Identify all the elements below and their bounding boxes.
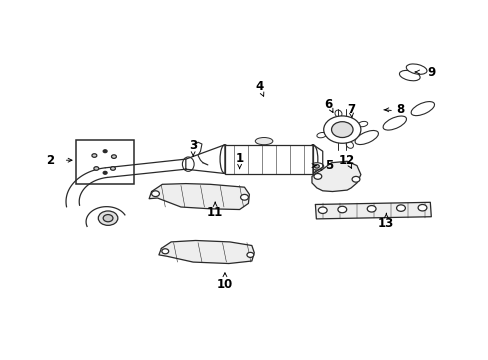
Circle shape [92, 154, 97, 157]
Ellipse shape [316, 132, 325, 138]
Ellipse shape [399, 71, 419, 81]
Circle shape [94, 167, 99, 170]
Text: 2: 2 [45, 154, 54, 167]
Polygon shape [149, 184, 249, 210]
Circle shape [314, 165, 319, 168]
Ellipse shape [406, 64, 426, 74]
Text: 13: 13 [377, 217, 394, 230]
Circle shape [151, 191, 159, 197]
Text: 1: 1 [235, 152, 243, 165]
Circle shape [103, 150, 107, 153]
Circle shape [331, 122, 352, 138]
Circle shape [318, 207, 326, 213]
Ellipse shape [354, 130, 378, 145]
Circle shape [337, 206, 346, 213]
Circle shape [351, 176, 359, 182]
Circle shape [111, 155, 116, 158]
Text: 10: 10 [216, 278, 233, 291]
Text: 5: 5 [325, 159, 333, 172]
Bar [76, 140, 134, 184]
Ellipse shape [95, 156, 113, 168]
Ellipse shape [334, 110, 341, 117]
Circle shape [103, 215, 113, 222]
Text: 7: 7 [346, 103, 354, 116]
Circle shape [323, 116, 360, 143]
Text: 3: 3 [189, 139, 197, 152]
Circle shape [366, 206, 375, 212]
Circle shape [103, 171, 107, 174]
Text: 11: 11 [206, 206, 223, 219]
Polygon shape [315, 202, 430, 219]
Text: 9: 9 [427, 66, 435, 78]
Circle shape [313, 174, 321, 179]
Circle shape [110, 167, 115, 170]
Circle shape [396, 205, 405, 211]
Polygon shape [311, 161, 360, 192]
Polygon shape [159, 240, 254, 264]
Circle shape [240, 194, 248, 200]
Ellipse shape [90, 152, 120, 172]
Ellipse shape [358, 121, 367, 127]
Text: 8: 8 [395, 103, 404, 116]
Text: 4: 4 [255, 80, 263, 93]
Circle shape [246, 252, 253, 257]
Ellipse shape [346, 141, 353, 148]
Circle shape [98, 211, 118, 225]
Text: 6: 6 [324, 98, 332, 111]
Ellipse shape [307, 145, 317, 174]
Ellipse shape [182, 157, 194, 171]
Ellipse shape [309, 163, 323, 170]
Ellipse shape [382, 116, 406, 130]
Text: 12: 12 [338, 154, 355, 167]
Bar [224, 145, 312, 174]
Circle shape [162, 249, 168, 254]
Ellipse shape [255, 138, 272, 145]
Ellipse shape [410, 102, 434, 116]
Circle shape [417, 204, 426, 211]
Ellipse shape [220, 145, 229, 174]
